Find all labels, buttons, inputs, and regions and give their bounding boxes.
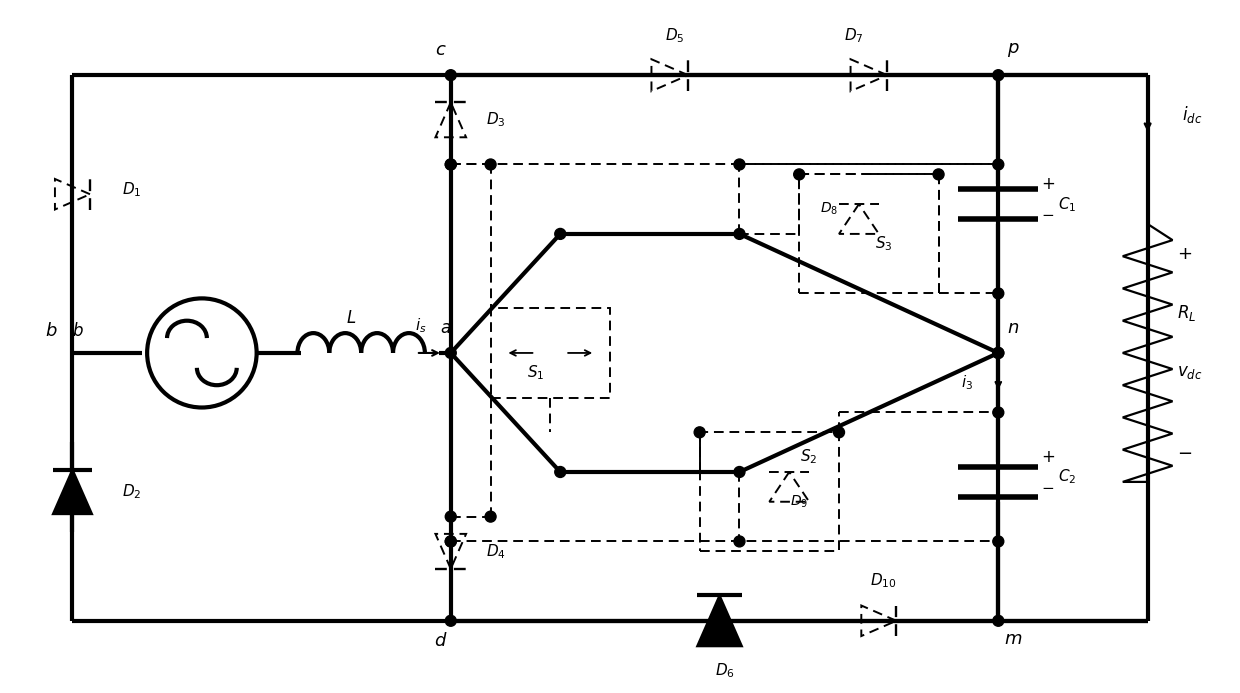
Text: $D_8$: $D_8$ — [820, 201, 838, 218]
Circle shape — [445, 511, 456, 522]
Text: $D_{10}$: $D_{10}$ — [870, 572, 898, 590]
Circle shape — [794, 169, 805, 180]
Circle shape — [993, 347, 1003, 358]
Text: $S_2$: $S_2$ — [801, 448, 818, 466]
Text: $a$: $a$ — [440, 319, 451, 337]
Circle shape — [993, 159, 1003, 170]
Bar — [800, 175, 939, 293]
Text: $D_7$: $D_7$ — [844, 26, 864, 45]
Text: $S_3$: $S_3$ — [875, 234, 893, 253]
Text: $b$: $b$ — [72, 322, 83, 340]
Text: $v_{dc}$: $v_{dc}$ — [1178, 365, 1203, 381]
Text: $D_1$: $D_1$ — [123, 180, 141, 199]
Text: $R_L$: $R_L$ — [1178, 304, 1197, 323]
Text: $+$: $+$ — [1042, 176, 1055, 193]
Circle shape — [734, 229, 745, 239]
Circle shape — [993, 536, 1003, 547]
Text: $n$: $n$ — [1007, 319, 1019, 337]
Circle shape — [833, 427, 844, 438]
Circle shape — [734, 466, 745, 477]
Circle shape — [993, 288, 1003, 299]
Bar — [491, 308, 610, 398]
Text: $i_s$: $i_s$ — [415, 316, 427, 335]
Text: $i_3$: $i_3$ — [961, 374, 973, 392]
Circle shape — [445, 536, 456, 547]
Circle shape — [694, 427, 706, 438]
Polygon shape — [53, 470, 92, 514]
Text: $d$: $d$ — [434, 631, 448, 649]
Text: $C_2$: $C_2$ — [1058, 468, 1076, 486]
Text: $D_3$: $D_3$ — [486, 110, 505, 129]
Text: $b$: $b$ — [45, 322, 57, 340]
Text: $+$: $+$ — [1178, 245, 1193, 263]
Circle shape — [445, 159, 456, 170]
Circle shape — [485, 511, 496, 522]
Text: $D_4$: $D_4$ — [486, 542, 506, 561]
Circle shape — [445, 159, 456, 170]
Text: $C_1$: $C_1$ — [1058, 195, 1076, 213]
Text: $L$: $L$ — [346, 310, 356, 326]
Circle shape — [993, 70, 1003, 80]
Circle shape — [993, 347, 1003, 358]
Text: $D_2$: $D_2$ — [123, 482, 141, 501]
Text: $m$: $m$ — [1004, 630, 1023, 648]
Text: $p$: $p$ — [1007, 42, 1019, 60]
Circle shape — [445, 347, 456, 358]
Bar — [699, 432, 839, 552]
Text: $S_1$: $S_1$ — [527, 363, 544, 382]
Circle shape — [445, 70, 456, 80]
Circle shape — [734, 159, 745, 170]
Text: $-$: $-$ — [1178, 443, 1193, 461]
Polygon shape — [697, 595, 742, 646]
Circle shape — [445, 536, 456, 547]
Circle shape — [932, 169, 944, 180]
Text: $i_{dc}$: $i_{dc}$ — [1183, 105, 1203, 125]
Circle shape — [554, 466, 565, 477]
Text: $-$: $-$ — [1042, 480, 1055, 494]
Text: $-$: $-$ — [1042, 207, 1055, 221]
Circle shape — [993, 615, 1003, 626]
Text: $c$: $c$ — [435, 42, 446, 60]
Circle shape — [993, 407, 1003, 418]
Text: $D_6$: $D_6$ — [714, 661, 734, 680]
Circle shape — [554, 229, 565, 239]
Circle shape — [485, 159, 496, 170]
Circle shape — [445, 615, 456, 626]
Text: $D_9$: $D_9$ — [790, 493, 808, 510]
Circle shape — [734, 536, 745, 547]
Text: $+$: $+$ — [1042, 448, 1055, 466]
Text: $D_5$: $D_5$ — [665, 26, 684, 45]
